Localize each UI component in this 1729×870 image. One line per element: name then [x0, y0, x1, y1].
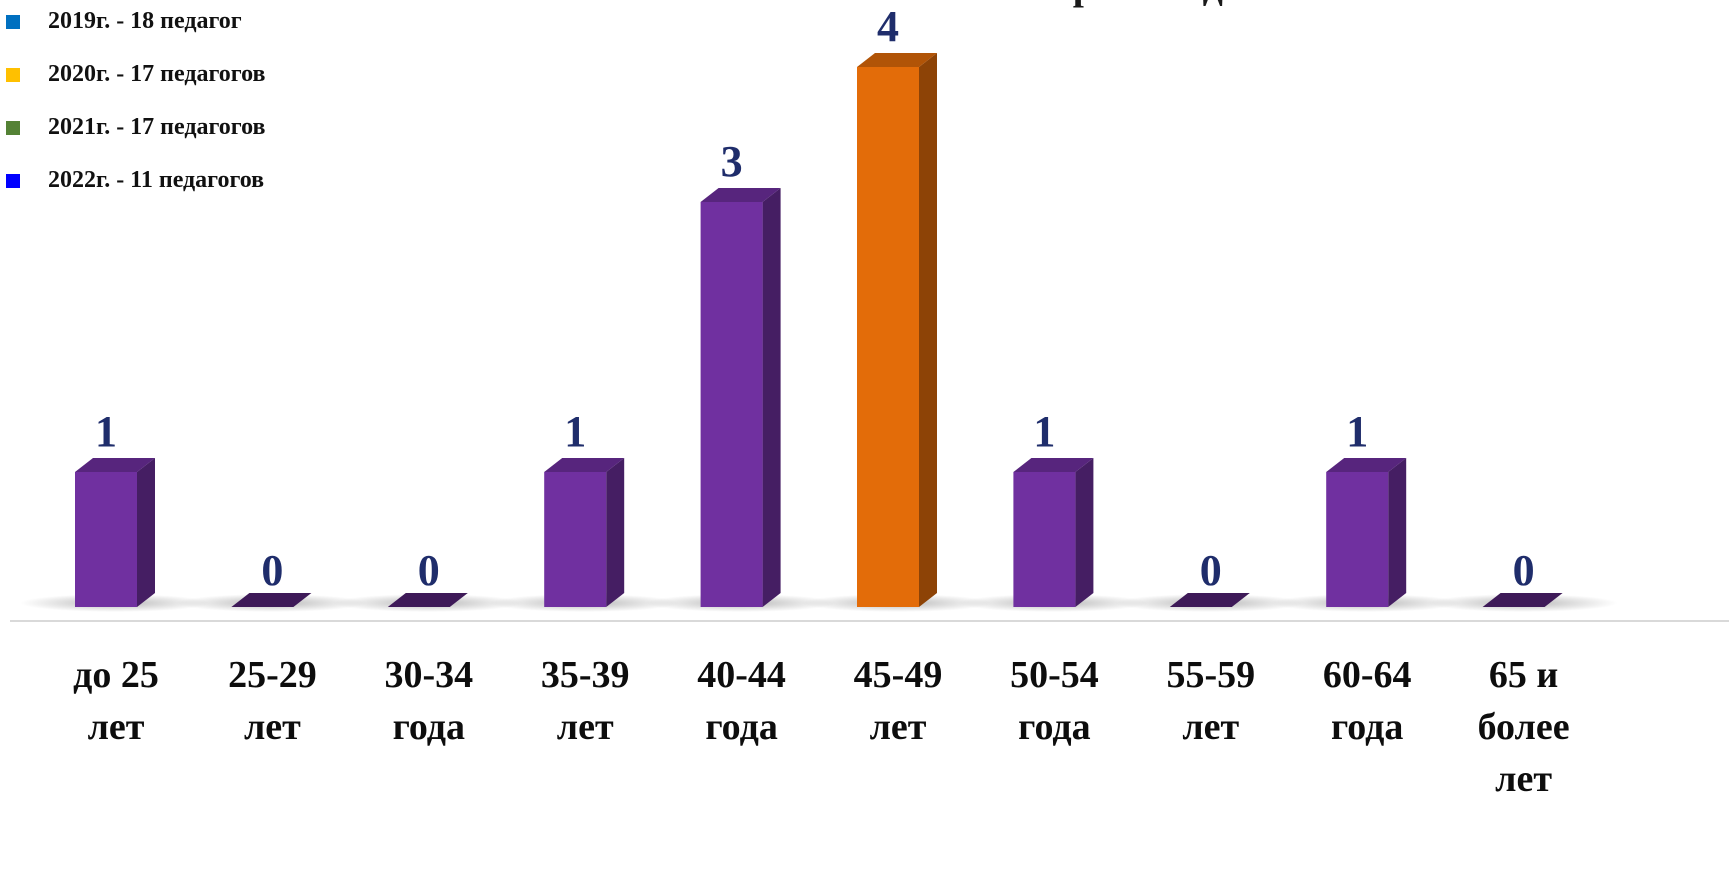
bar-top — [231, 593, 312, 607]
bar-top — [1013, 458, 1094, 472]
value-label: 3 — [721, 137, 743, 186]
bar-front — [857, 67, 919, 607]
x-tick-label: 40-44 — [697, 654, 786, 696]
x-tick-label: лет — [1495, 758, 1552, 800]
bar — [1482, 593, 1563, 607]
x-tick-label: 30-34 — [384, 654, 473, 696]
legend-label: 2022г. - 11 педагогов — [48, 167, 265, 193]
x-tick-label: 45-49 — [854, 654, 943, 696]
x-tick-label: 25-29 — [228, 654, 317, 696]
x-axis-labels: до 25 лет 25-29 лет 30-34 года 35-39 лет 40-44 го… — [73, 654, 1569, 800]
bar-front — [1326, 472, 1389, 607]
x-tick-label: лет — [557, 706, 614, 748]
bar-top — [700, 188, 781, 202]
bar — [700, 188, 781, 607]
bar-top — [75, 458, 155, 472]
bar — [857, 53, 937, 607]
bar-side — [606, 458, 625, 607]
bar — [544, 458, 625, 607]
value-label: 1 — [1033, 407, 1055, 456]
bar-front — [544, 472, 607, 607]
x-tick-label: до 25 — [73, 654, 159, 696]
x-tick-label: 50-54 — [1010, 654, 1099, 696]
x-tick-label: года — [393, 706, 465, 748]
bar-top — [1482, 593, 1563, 607]
legend-item: 2019г. - 18 педагог — [0, 6, 420, 36]
x-tick-label: 60-64 — [1323, 654, 1412, 696]
x-tick-label: года — [1331, 706, 1403, 748]
bar — [387, 593, 468, 607]
legend-label: 2021г. - 17 педагогов — [48, 114, 266, 140]
legend-item: 2021г. - 17 педагогов — [0, 112, 420, 142]
bar — [1169, 593, 1250, 607]
bar-side — [137, 458, 155, 607]
bar-top — [1326, 458, 1407, 472]
bar — [1013, 458, 1094, 607]
x-tick-label: лет — [870, 706, 927, 748]
bar-front — [1013, 472, 1076, 607]
value-label: 1 — [564, 407, 586, 456]
value-label: 0 — [1513, 546, 1535, 595]
bar-side — [919, 53, 937, 607]
bar — [231, 593, 312, 607]
value-label: 1 — [95, 407, 117, 456]
chart-title: Возраст педагогов — [1010, 0, 1430, 9]
legend-item: 2020г. - 17 педагогов — [0, 59, 420, 89]
value-label: 0 — [418, 546, 440, 595]
legend-label: 2019г. - 18 педагог — [48, 8, 242, 34]
value-labels: 1 0 0 1 3 4 1 0 1 0 — [95, 2, 1535, 595]
bar-top — [857, 53, 937, 67]
value-label: 0 — [261, 546, 283, 595]
bar-front — [700, 202, 763, 607]
x-tick-label: года — [705, 706, 777, 748]
x-tick-label: лет — [244, 706, 301, 748]
x-tick-label: 35-39 — [541, 654, 630, 696]
legend-label: 2020г. - 17 педагогов — [48, 61, 266, 87]
x-tick-label: 65 и — [1489, 654, 1558, 696]
chart-floor — [20, 594, 1618, 612]
bar-top — [544, 458, 625, 472]
bar-side — [1075, 458, 1094, 607]
value-label: 1 — [1346, 407, 1368, 456]
bar — [75, 458, 155, 607]
legend-item: 2022г. - 11 педагогов — [0, 165, 420, 195]
x-tick-label: более — [1478, 706, 1570, 748]
bar-top — [1169, 593, 1250, 607]
x-tick-label: лет — [1182, 706, 1239, 748]
legend-swatch — [6, 68, 20, 82]
bars — [75, 53, 1563, 607]
legend-swatch — [6, 15, 20, 29]
legend-swatch — [6, 174, 20, 188]
value-label: 0 — [1200, 546, 1222, 595]
x-tick-label: лет — [88, 706, 145, 748]
value-label: 4 — [877, 2, 899, 51]
bar-side — [1388, 458, 1407, 607]
bar — [1326, 458, 1407, 607]
bar-front — [75, 472, 137, 607]
x-tick-label: 55-59 — [1166, 654, 1255, 696]
bar-side — [762, 188, 781, 607]
x-tick-label: года — [1018, 706, 1090, 748]
bar-top — [387, 593, 468, 607]
legend-swatch — [6, 121, 20, 135]
